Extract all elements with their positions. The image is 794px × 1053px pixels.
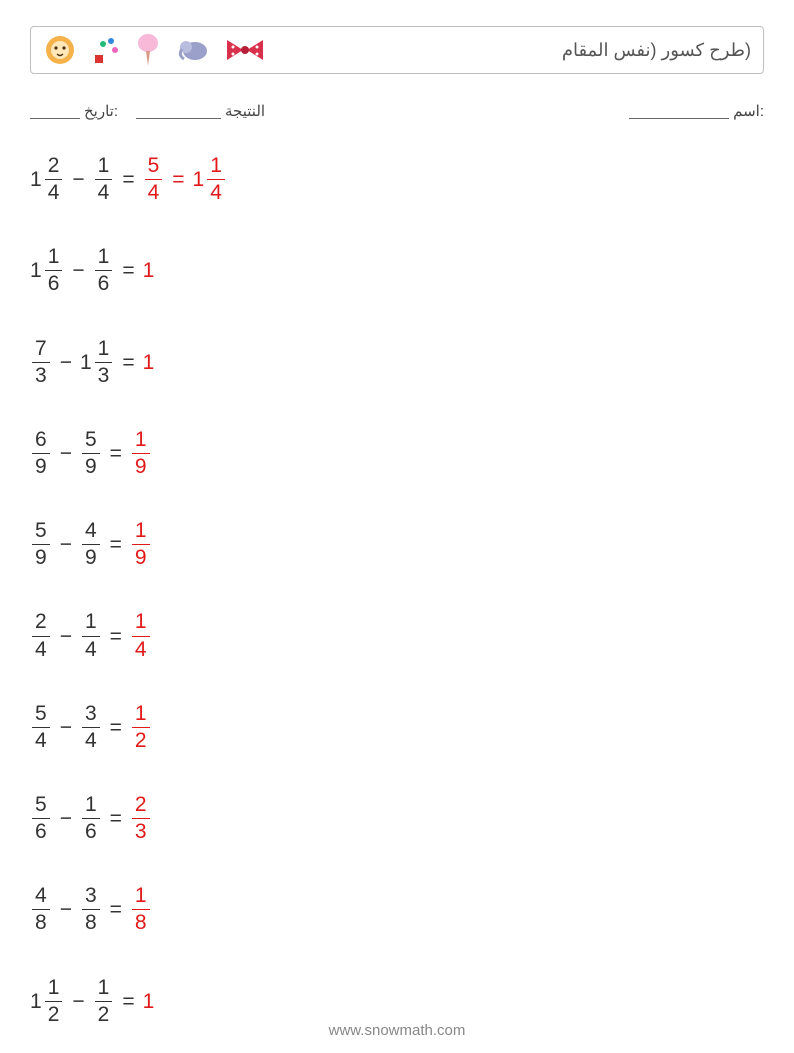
fraction: 24 (45, 154, 63, 205)
problem-row: 54−34 = 12 (30, 702, 764, 753)
fraction: 49 (82, 519, 100, 570)
fraction: 12 (45, 976, 63, 1027)
minus-operator: − (72, 260, 84, 281)
answer-integer: 1 (143, 352, 155, 373)
minus-operator: − (60, 626, 72, 647)
fraction: 14 (95, 154, 113, 205)
minus-operator: − (60, 352, 72, 373)
minus-operator: − (60, 443, 72, 464)
fraction: 69 (32, 428, 50, 479)
bowtie-icon (225, 37, 265, 63)
answer-fraction: 23 (132, 793, 150, 844)
fraction: 14 (82, 610, 100, 661)
minus-operator: − (72, 169, 84, 190)
date-label: :تاريخ (84, 102, 118, 120)
minus-operator: − (72, 991, 84, 1012)
juggling-icon (91, 35, 121, 65)
problem-list: 124−14=54=114116−16=173−113=169−59=1959−… (30, 154, 764, 1027)
header-icons (43, 32, 265, 68)
minus-operator: − (60, 808, 72, 829)
problem-row: 69−59 = 19 (30, 428, 764, 479)
fraction: 59 (32, 519, 50, 570)
answer-mixed: 114 (193, 154, 227, 205)
equals-sign: = (110, 808, 122, 829)
answer-fraction: 12 (132, 702, 150, 753)
lion-icon (43, 33, 77, 67)
equals-sign: = (110, 899, 122, 920)
problem-row: 124−14=54=114 (30, 154, 764, 205)
footer-url: www.snowmath.com (0, 1022, 794, 1039)
mixed-number: 124 (30, 154, 64, 205)
score-blank[interactable] (136, 104, 221, 119)
mixed-number: 112 (30, 976, 64, 1027)
worksheet-header: (طرح كسور (نفس المقام (30, 26, 764, 74)
problem-row: 73−113 = 1 (30, 337, 764, 388)
worksheet-title: (طرح كسور (نفس المقام (562, 40, 751, 61)
equals-sign: = (122, 991, 134, 1012)
problem-row: 24−14=14 (30, 610, 764, 661)
equals-sign: = (172, 169, 184, 190)
fraction: 24 (32, 610, 50, 661)
problem-row: 56−16 = 23 (30, 793, 764, 844)
fraction: 73 (32, 337, 50, 388)
score-label: النتيجة (225, 102, 265, 120)
equals-sign: = (122, 260, 134, 281)
equals-sign: = (122, 352, 134, 373)
answer-integer: 1 (143, 991, 155, 1012)
mixed-number: 113 (80, 337, 114, 388)
fraction: 13 (95, 337, 113, 388)
fraction: 48 (32, 884, 50, 935)
mixed-number: 116 (30, 245, 64, 296)
problem-row: 112−12 = 1 (30, 976, 764, 1027)
problem-row: 48−38 = 18 (30, 884, 764, 935)
fraction: 34 (82, 702, 100, 753)
fraction: 16 (82, 793, 100, 844)
answer-fraction: 18 (132, 884, 150, 935)
minus-operator: − (60, 534, 72, 555)
problem-row: 116−16 = 1 (30, 245, 764, 296)
fraction: 16 (45, 245, 63, 296)
elephant-icon (175, 35, 211, 65)
fraction: 14 (207, 154, 225, 205)
answer-fraction: 14 (132, 610, 150, 661)
answer-integer: 1 (143, 260, 155, 281)
info-fields: :اسم النتيجة :تاريخ (30, 102, 764, 120)
fraction: 54 (32, 702, 50, 753)
answer-fraction: 19 (132, 519, 150, 570)
name-blank[interactable] (629, 104, 729, 119)
fraction: 38 (82, 884, 100, 935)
equals-sign: = (110, 717, 122, 738)
answer-fraction: 54 (145, 154, 163, 205)
fraction: 12 (95, 976, 113, 1027)
fraction: 16 (95, 245, 113, 296)
minus-operator: − (60, 899, 72, 920)
name-label: :اسم (733, 102, 764, 120)
fraction: 59 (82, 428, 100, 479)
equals-sign: = (110, 534, 122, 555)
equals-sign: = (110, 626, 122, 647)
minus-operator: − (60, 717, 72, 738)
fraction: 56 (32, 793, 50, 844)
problem-row: 59−49 = 19 (30, 519, 764, 570)
equals-sign: = (110, 443, 122, 464)
date-blank[interactable] (30, 104, 80, 119)
answer-fraction: 19 (132, 428, 150, 479)
equals-sign: = (122, 169, 134, 190)
cotton-candy-icon (135, 32, 161, 68)
